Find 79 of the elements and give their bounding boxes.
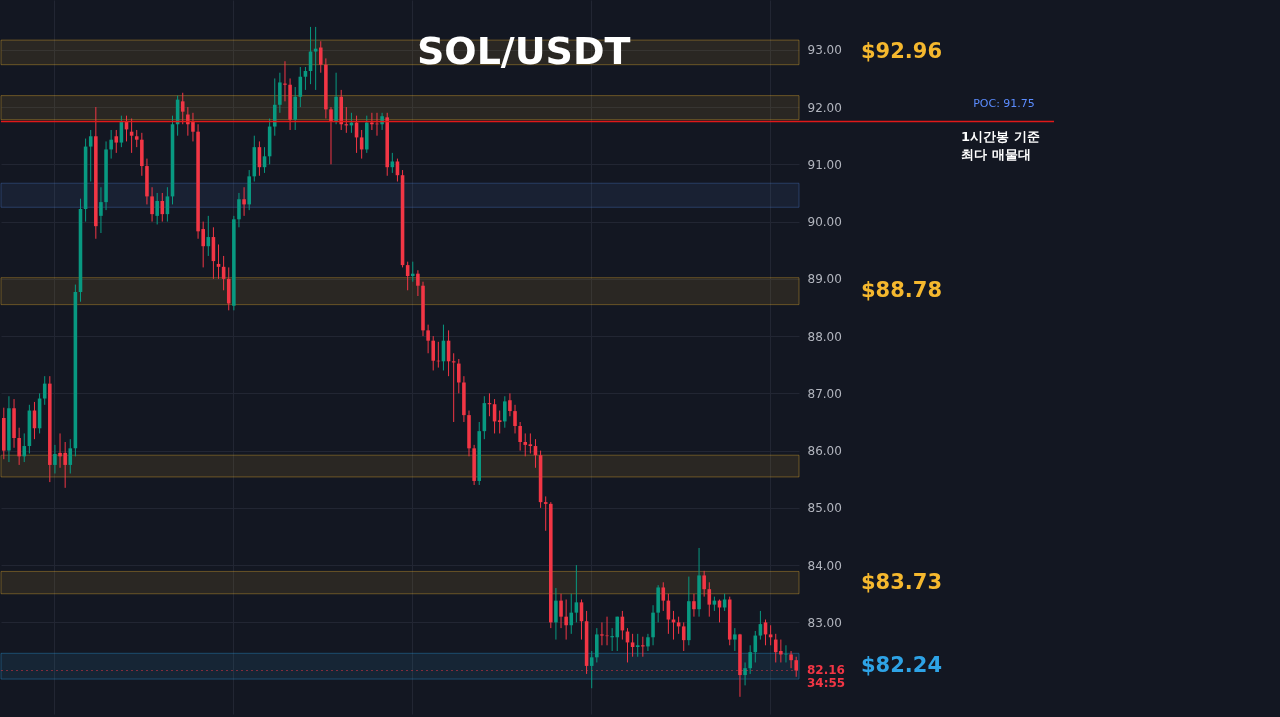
candlestick (702, 570, 706, 598)
candlestick (595, 627, 599, 663)
candlestick (743, 661, 747, 686)
candlestick (293, 86, 297, 131)
candlestick (554, 587, 558, 641)
y-tick-label: 93.00 (807, 43, 842, 58)
candlestick (53, 444, 57, 475)
candlestick (17, 427, 21, 466)
candlestick (272, 77, 277, 137)
candlestick (513, 404, 517, 434)
candlestick (748, 644, 752, 675)
y-tick-label: 83.00 (807, 615, 842, 630)
candlestick (559, 593, 563, 629)
candlestick (99, 186, 103, 234)
candlestick (180, 92, 185, 125)
candlestick (88, 129, 93, 183)
candlestick (523, 432, 528, 457)
y-tick-label: 91.00 (807, 157, 842, 172)
text: SOL/USDT (416, 29, 631, 73)
candlestick (313, 26, 318, 91)
candlestick (457, 358, 461, 394)
band-label: $83.73 (861, 569, 943, 594)
candlestick (318, 40, 323, 74)
ref-line-label: POC: 91.75 (973, 97, 1035, 111)
y-tick-label: 88.00 (807, 329, 842, 344)
candlestick (543, 495, 548, 532)
candlestick (569, 593, 574, 635)
candlestick (114, 129, 119, 154)
candlestick (303, 66, 308, 91)
candlestick (150, 186, 154, 223)
band-label: $92.96 (861, 39, 943, 64)
y-tick-label: 92.00 (807, 100, 842, 115)
candlestick (503, 395, 507, 429)
candlestick (22, 432, 27, 463)
candlestick (528, 432, 533, 454)
candlestick (789, 650, 793, 669)
candlestick (68, 438, 73, 475)
text: 34:55 (807, 676, 846, 691)
candlestick (160, 192, 165, 223)
candlestick (431, 335, 436, 371)
candlestick (518, 421, 522, 452)
candlestick (564, 598, 568, 641)
band-label: $88.78 (861, 278, 943, 303)
candlestick (283, 60, 287, 102)
candlestick (733, 627, 737, 652)
text: 1시간봉 기준 최다 매물대 (961, 129, 1040, 163)
y-tick-label: 86.00 (807, 444, 842, 459)
candlestick (794, 656, 798, 678)
candlestick (768, 624, 773, 646)
candlestick (692, 593, 696, 618)
candlestick (380, 112, 384, 131)
candlestick (600, 621, 604, 646)
candlestick (426, 324, 430, 354)
candlestick (278, 72, 282, 114)
candlestick (390, 152, 395, 174)
candlestick (508, 392, 512, 417)
y-tick-label: 89.00 (807, 272, 842, 287)
candlestick (635, 633, 640, 658)
y-tick-label: 85.00 (807, 501, 842, 516)
candlestick (155, 192, 159, 225)
candlestick (646, 633, 650, 652)
candlestick (410, 261, 415, 283)
candlestick (681, 621, 686, 652)
candlestick (416, 269, 420, 297)
y-tick-label: 90.00 (807, 215, 842, 230)
candlestick (707, 581, 712, 618)
candlestick (109, 129, 113, 160)
candlestick (630, 633, 635, 658)
y-tick-label: 87.00 (807, 386, 842, 401)
candlestick (216, 243, 221, 280)
candlestick (237, 192, 241, 228)
candlestick (661, 581, 666, 612)
ref-line-label: 82.16 (807, 663, 845, 678)
candlestick (497, 410, 502, 434)
band-label: $82.24 (861, 653, 943, 678)
y-tick-label: 84.00 (807, 558, 842, 573)
candlestick (329, 106, 333, 165)
candlestick (242, 186, 246, 217)
candlestick (641, 636, 645, 658)
